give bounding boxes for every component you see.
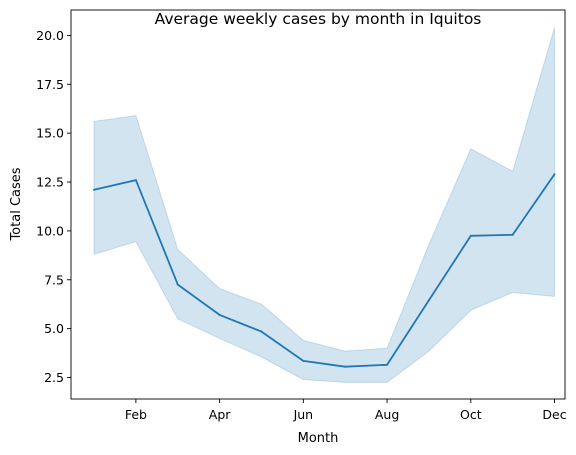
y-tick-label: 10.0 <box>36 223 64 238</box>
data-point <box>218 313 221 316</box>
data-point <box>386 363 389 366</box>
confidence-band <box>93 27 555 383</box>
x-axis-label: Month <box>298 431 339 446</box>
y-tick-label: 15.0 <box>36 126 64 141</box>
data-point <box>344 365 347 368</box>
y-tick-label: 12.5 <box>36 175 64 190</box>
x-tick-label: Jun <box>293 407 314 422</box>
chart-title: Average weekly cases by month in Iquitos <box>155 10 482 28</box>
x-tick-label: Aug <box>375 407 399 422</box>
data-point <box>260 330 263 333</box>
y-axis-label: Total Cases <box>9 167 24 241</box>
x-tick-label: Oct <box>460 407 482 422</box>
x-tick-label: Apr <box>209 407 231 422</box>
data-point <box>553 173 556 176</box>
y-tick-label: 5.0 <box>44 321 64 336</box>
data-point <box>511 233 514 236</box>
y-tick-label: 7.5 <box>44 272 64 287</box>
data-point <box>427 299 430 302</box>
y-tick-label: 17.5 <box>36 77 64 92</box>
y-tick-label: 20.0 <box>36 28 64 43</box>
x-tick-label: Dec <box>542 407 566 422</box>
y-axis: 2.5 5.0 7.5 10.0 12.5 15.0 17.5 20.0 <box>36 28 71 385</box>
x-tick-label: Feb <box>125 407 147 422</box>
x-axis: Feb Apr Jun Aug Oct Dec <box>125 399 567 422</box>
plot-frame <box>70 9 566 400</box>
y-tick-label: 2.5 <box>44 370 64 385</box>
data-point <box>469 234 472 237</box>
data-point <box>134 179 137 182</box>
data-point <box>302 359 305 362</box>
series-line <box>93 173 556 368</box>
data-point <box>176 283 179 286</box>
data-point <box>93 188 96 191</box>
plot-area <box>93 27 556 383</box>
